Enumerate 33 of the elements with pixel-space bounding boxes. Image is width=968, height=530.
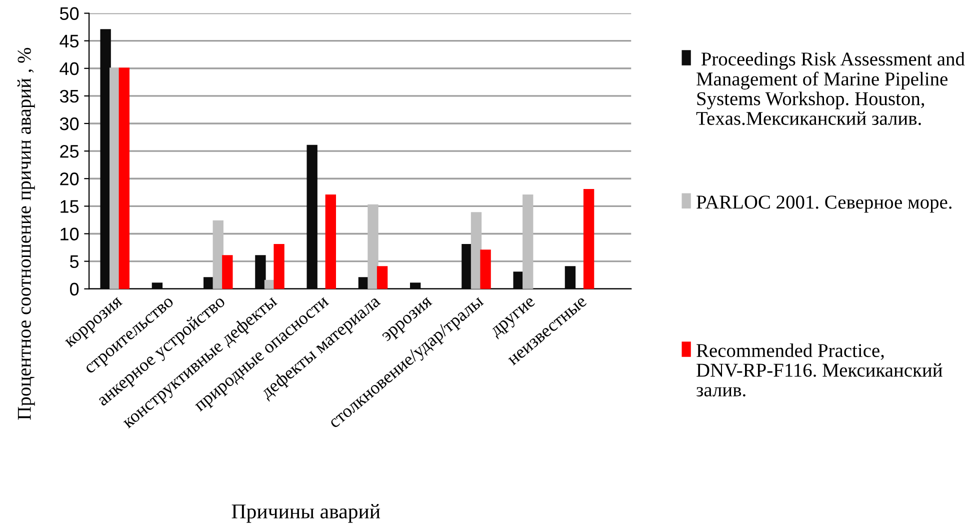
bar [470,212,482,289]
y-tick-label: 50 [60,7,79,20]
legend-label: Recommended Practice, DNV-RP-F116. Мексиканский залив. [696,343,942,397]
bar [255,255,266,289]
y-tick-label: 45 [60,34,79,48]
x-axis-title: Причины аварий [232,504,380,523]
bar [410,282,421,289]
bar [100,29,111,289]
bar [325,194,336,289]
y-tick-label: 35 [60,90,79,103]
y-tick-label: 20 [60,172,79,186]
bar [522,194,534,289]
bar [368,204,378,289]
y-axis-title: Процентное соотношение причин аварий , % [17,48,35,420]
y-tick-label: 25 [60,144,79,158]
y-tick-label: 30 [60,117,79,130]
y-tick-label: 10 [60,228,79,240]
y-tick-label: 5 [70,255,79,268]
bar [118,68,130,289]
bar [583,188,594,289]
bar [564,266,576,289]
y-tick-label: 0 [70,282,79,296]
bar [306,144,318,289]
legend-label: Proceedings Risk Assessment and Management of Marine Pipeline Systems Workshop. Houston, Texas.Мексиканский залив. [696,52,965,126]
y-tick-label: 15 [60,200,79,213]
legend-label: PARLOC 2001. Северное море. [696,196,952,213]
bar [376,266,388,289]
bar [212,220,224,289]
bar [152,282,163,289]
bar [222,255,233,289]
y-tick-label: 40 [60,62,79,76]
bar [274,244,284,289]
bar [480,250,491,289]
